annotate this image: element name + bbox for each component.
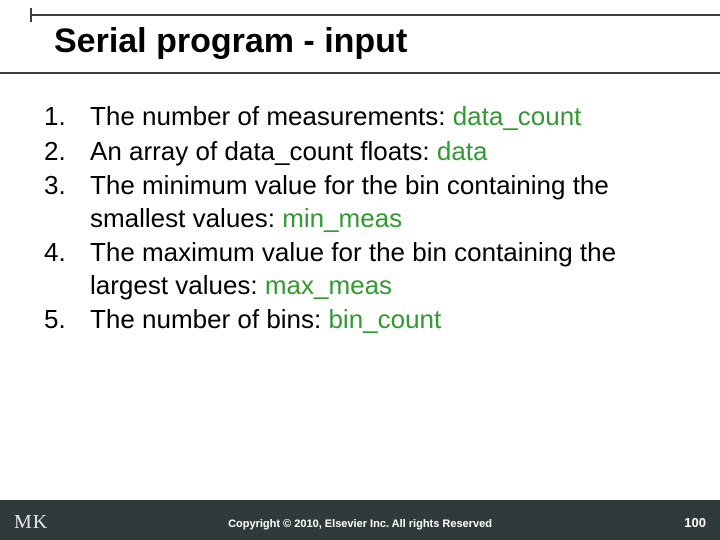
item-keyword: min_meas [282, 203, 402, 233]
title-tick-mark [30, 8, 32, 22]
item-keyword: bin_count [328, 304, 441, 334]
list-item: The number of measurements: data_count [34, 100, 690, 133]
footer-bar: MK Copyright © 2010, Elsevier Inc. All r… [0, 500, 720, 540]
title-bar: Serial program - input [0, 14, 720, 74]
list-item: An array of data_count floats: data [34, 135, 690, 168]
content-area: The number of measurements: data_count A… [34, 100, 690, 338]
slide: Serial program - input The number of mea… [0, 0, 720, 540]
slide-title: Serial program - input [54, 22, 407, 61]
item-keyword: data [437, 136, 488, 166]
title-rule-bottom [0, 72, 720, 74]
title-rule-top [30, 14, 720, 16]
list-item: The number of bins: bin_count [34, 303, 690, 336]
numbered-list: The number of measurements: data_count A… [34, 100, 690, 336]
item-keyword: data_count [453, 101, 582, 131]
item-keyword: max_meas [265, 270, 392, 300]
copyright-text: Copyright © 2010, Elsevier Inc. All righ… [0, 518, 720, 530]
list-item: The maximum value for the bin containing… [34, 236, 690, 301]
item-text: The number of measurements: [90, 101, 453, 131]
item-text: The number of bins: [90, 304, 328, 334]
page-number: 100 [684, 515, 706, 530]
item-text: An array of data_count floats: [90, 136, 437, 166]
list-item: The minimum value for the bin containing… [34, 169, 690, 234]
